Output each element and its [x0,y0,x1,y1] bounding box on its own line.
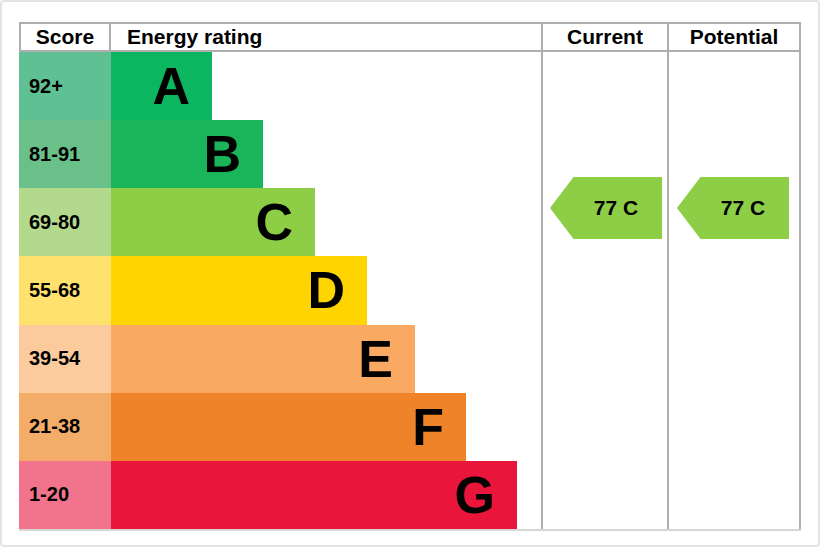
score-header-label: Score [36,25,94,49]
band-row-a: 92+ A [19,52,543,120]
current-column-header: Current [541,22,669,52]
score-range-cell: 1-20 [19,461,111,529]
band-letter: F [412,401,444,453]
current-header-label: Current [567,25,643,49]
score-range-cell: 69-80 [19,188,111,256]
band-row-b: 81-91 B [19,120,543,188]
current-rating-value: 77 C [594,196,638,220]
energy-band-bar: C [111,188,315,256]
energy-band-bar: F [111,393,466,461]
band-letter: A [152,60,190,112]
current-rating-arrow: 77 C [550,177,662,239]
energy-band-bar: B [111,120,263,188]
band-row-d: 55-68 D [19,256,543,324]
potential-header-label: Potential [690,25,779,49]
score-range-cell: 21-38 [19,393,111,461]
band-row-g: 1-20 G [19,461,543,529]
band-letter: B [203,128,241,180]
potential-rating-column: 77 C [667,52,801,531]
band-letter: C [255,196,293,248]
energy-band-bar: E [111,325,415,393]
energy-band-rows: 92+ A 81-91 B 69-80 C 55-68 D 39-54 E 21-38 F 1-20 G [19,52,543,529]
score-range-cell: 39-54 [19,325,111,393]
energy-rating-column-header: Energy rating [109,22,543,52]
potential-column-header: Potential [667,22,801,52]
potential-rating-arrow: 77 C [677,177,789,239]
band-letter: G [455,469,495,521]
energy-rating-header-label: Energy rating [127,25,262,49]
band-letter: D [307,264,345,316]
energy-band-bar: D [111,256,367,324]
energy-band-bar: G [111,461,517,529]
score-range-cell: 81-91 [19,120,111,188]
score-range-cell: 55-68 [19,256,111,324]
current-rating-column: 77 C [541,52,669,531]
potential-rating-value: 77 C [721,196,765,220]
band-row-e: 39-54 E [19,325,543,393]
band-row-f: 21-38 F [19,393,543,461]
band-row-c: 69-80 C [19,188,543,256]
table-bottom-border [19,529,801,531]
score-range-cell: 92+ [19,52,111,120]
score-column-header: Score [19,22,111,52]
epc-rating-chart: Score Energy rating Current Potential 92… [0,0,820,547]
energy-band-bar: A [111,52,212,120]
band-letter: E [358,333,393,385]
